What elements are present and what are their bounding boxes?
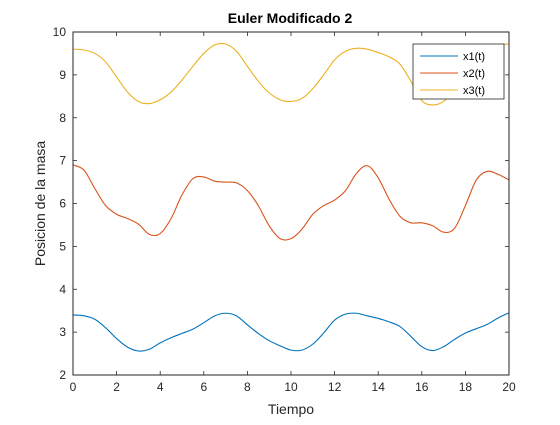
- y-tick-label: 2: [59, 368, 66, 382]
- series-line-2: [72, 164, 510, 241]
- x-tick-label: 2: [113, 380, 120, 394]
- x-tick-label: 0: [70, 380, 77, 394]
- legend-label-3: x3(t): [463, 85, 485, 97]
- y-tick-label: 10: [53, 25, 67, 39]
- series-line-1: [72, 312, 510, 352]
- chart-title: Euler Modificado 2: [228, 10, 353, 26]
- x-tick-label: 4: [157, 380, 164, 394]
- y-axis-label: Posicion de la masa: [32, 141, 48, 267]
- series-line-3: [72, 42, 510, 106]
- x-axis-label: Tiempo: [268, 401, 314, 417]
- x-tick-label: 12: [328, 380, 342, 394]
- legend-label-1: x1(t): [463, 51, 485, 63]
- legend[interactable]: x1(t) x2(t) x3(t): [412, 43, 505, 100]
- x-axis-ticks: 0 2 4 6 8 10 12 14 16 18 20: [70, 32, 516, 394]
- y-tick-label: 3: [59, 325, 66, 339]
- y-tick-label: 5: [59, 239, 66, 253]
- x-tick-label: 16: [415, 380, 429, 394]
- x-tick-label: 14: [372, 380, 386, 394]
- series-layer: [72, 42, 510, 352]
- y-tick-label: 8: [59, 111, 66, 125]
- x-tick-label: 10: [284, 380, 298, 394]
- x-tick-label: 20: [502, 380, 516, 394]
- x-tick-label: 6: [200, 380, 207, 394]
- y-tick-label: 4: [59, 282, 66, 296]
- legend-items: x1(t) x2(t) x3(t): [420, 51, 485, 97]
- x-tick-label: 8: [244, 380, 251, 394]
- legend-label-2: x2(t): [463, 68, 485, 80]
- y-tick-label: 9: [59, 68, 66, 82]
- y-tick-label: 7: [59, 154, 66, 168]
- legend-box: [412, 43, 505, 100]
- x-tick-label: 18: [459, 380, 473, 394]
- y-tick-label: 6: [59, 197, 66, 211]
- y-axis-ticks: 2 3 4 5 6 7 8 9 10: [53, 25, 509, 382]
